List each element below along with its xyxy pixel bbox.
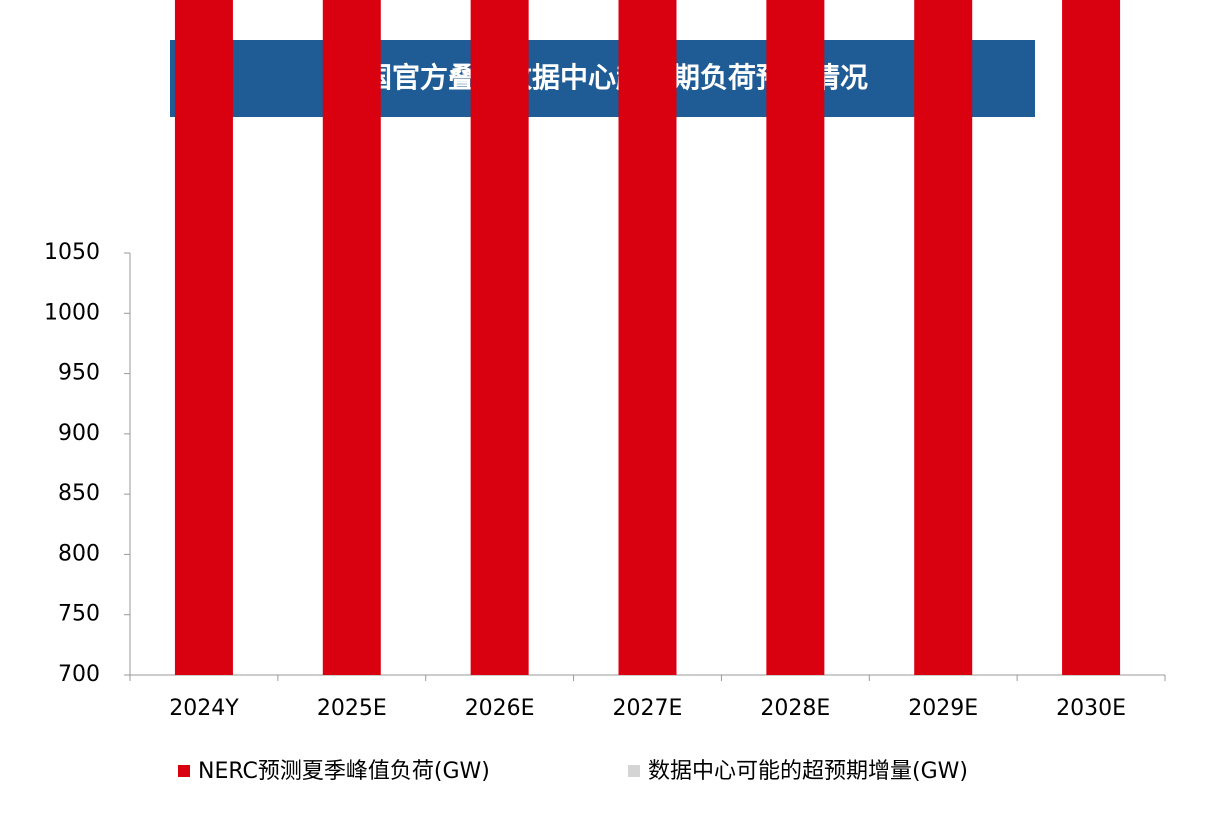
- y-tick-label: 1050: [44, 240, 100, 265]
- bar-segment: [1062, 0, 1121, 675]
- bar-segment: [766, 0, 825, 675]
- y-tick-label: 900: [58, 421, 100, 446]
- bar-segment: [618, 0, 677, 676]
- y-tick-label: 750: [58, 602, 100, 627]
- x-tick-label: 2026E: [465, 696, 535, 721]
- title-box: [170, 40, 1035, 117]
- y-tick-label: 1000: [44, 300, 100, 325]
- x-tick-label: 2029E: [908, 696, 978, 721]
- x-tick-label: 2024Y: [169, 696, 239, 721]
- y-tick-label: 850: [58, 481, 100, 506]
- x-tick-label: 2027E: [613, 696, 683, 721]
- bar-segment: [174, 0, 233, 675]
- y-tick-label: 800: [58, 541, 100, 566]
- bar-segment: [914, 0, 973, 675]
- x-tick-label: 2025E: [317, 696, 387, 721]
- legend-label: NERC预测夏季峰值负荷(GW): [198, 759, 490, 784]
- bar-segment: [322, 0, 381, 675]
- legend-swatch: [178, 765, 190, 777]
- bar-segment: [470, 0, 529, 675]
- legend-swatch: [628, 765, 640, 777]
- x-tick-label: 2028E: [760, 696, 830, 721]
- y-tick-label: 950: [58, 361, 100, 386]
- legend-label: 数据中心可能的超预期增量(GW): [648, 759, 968, 784]
- x-tick-label: 2030E: [1056, 696, 1126, 721]
- y-tick-label: 700: [58, 662, 100, 687]
